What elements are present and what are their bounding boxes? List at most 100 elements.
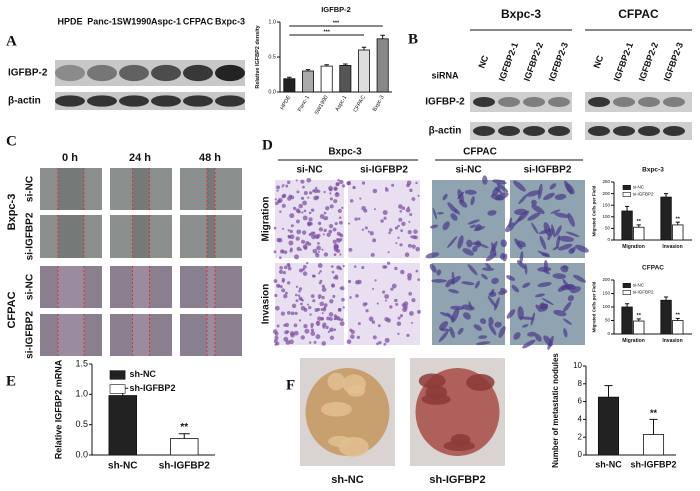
cell xyxy=(283,294,288,299)
cell xyxy=(348,247,353,252)
cell xyxy=(384,337,390,343)
cell xyxy=(482,267,495,271)
cell xyxy=(383,216,387,220)
significance: ** xyxy=(637,219,642,225)
cell xyxy=(318,272,321,275)
cell xyxy=(398,217,403,222)
cell xyxy=(315,186,318,189)
cell xyxy=(388,228,393,232)
cell xyxy=(281,203,286,208)
band xyxy=(613,126,635,136)
cell xyxy=(401,221,406,227)
cell xyxy=(329,197,333,201)
cell xyxy=(412,235,417,240)
cell xyxy=(329,317,333,321)
cell xyxy=(303,190,308,195)
error-bar xyxy=(604,385,613,398)
cell xyxy=(329,192,332,195)
cell xyxy=(332,239,337,244)
cell xyxy=(317,294,322,299)
cell xyxy=(310,208,315,212)
cell xyxy=(400,269,405,275)
cell xyxy=(321,341,326,346)
organ xyxy=(321,401,352,417)
wound-gap xyxy=(132,168,150,210)
cell xyxy=(298,319,302,322)
legend-swatch xyxy=(622,192,631,197)
error-bar xyxy=(663,296,669,301)
cell xyxy=(430,224,439,229)
cell xyxy=(312,299,316,303)
cell xyxy=(296,229,302,235)
legend-swatch xyxy=(622,283,631,288)
cell xyxy=(281,279,285,283)
cell xyxy=(409,212,413,217)
cell xyxy=(317,263,323,268)
error-bar xyxy=(178,433,190,439)
cell xyxy=(273,339,278,344)
cell xyxy=(537,183,543,200)
lane-label: NC xyxy=(476,53,490,69)
organ xyxy=(338,436,369,457)
cell xyxy=(369,231,374,236)
cell xyxy=(308,217,313,222)
cell xyxy=(274,201,279,206)
cell xyxy=(296,219,300,224)
cell xyxy=(323,252,329,257)
cell xyxy=(274,305,280,311)
band xyxy=(588,97,610,107)
significance: ** xyxy=(180,422,188,433)
cell xyxy=(280,311,286,316)
legend-swatch xyxy=(109,384,126,394)
group-label: Bxpc-3 xyxy=(328,147,362,158)
condition-label: si-NC xyxy=(25,176,36,202)
cell xyxy=(390,287,394,291)
cell xyxy=(286,281,291,285)
caption: sh-IGFBP2 xyxy=(429,474,485,486)
y-tick-label: 1.5 xyxy=(75,358,88,368)
cell xyxy=(315,253,320,258)
condition-label: si-NC xyxy=(25,274,36,300)
cell xyxy=(485,252,497,262)
bar xyxy=(672,224,684,241)
organ xyxy=(450,433,471,446)
cell xyxy=(563,328,568,338)
lane-label: IGFBP2-2 xyxy=(522,41,545,82)
cell xyxy=(417,278,421,281)
cell xyxy=(378,340,382,345)
y-tick-label: 200 xyxy=(602,191,610,196)
legend-swatch xyxy=(109,370,126,380)
condition-label: si-IGFBP2 xyxy=(25,212,36,260)
condition-label: si-IGFBP2 xyxy=(360,165,408,176)
cell xyxy=(411,244,416,249)
cell xyxy=(300,196,305,200)
y-tick-label: 150 xyxy=(602,291,610,296)
cell xyxy=(329,335,335,340)
cell xyxy=(467,219,480,225)
cell xyxy=(466,239,473,248)
y-tick-label: 2 xyxy=(578,432,583,441)
cell xyxy=(308,233,312,237)
cell xyxy=(319,301,325,307)
cell xyxy=(558,243,573,251)
cell xyxy=(473,324,483,331)
cell xyxy=(318,227,323,232)
cell xyxy=(322,233,325,236)
cell xyxy=(339,179,344,185)
cell xyxy=(389,305,393,309)
cell xyxy=(333,199,338,204)
bar xyxy=(672,320,684,335)
band xyxy=(183,95,213,107)
blot xyxy=(585,92,692,112)
cell xyxy=(338,216,342,219)
cell xyxy=(354,280,360,285)
cell xyxy=(294,293,298,297)
cell xyxy=(328,312,334,317)
cell xyxy=(361,205,366,211)
y-tick-label: 0 xyxy=(607,237,610,242)
cell xyxy=(293,330,299,336)
cell xyxy=(298,289,301,293)
cell xyxy=(554,212,570,219)
cell xyxy=(346,339,352,345)
